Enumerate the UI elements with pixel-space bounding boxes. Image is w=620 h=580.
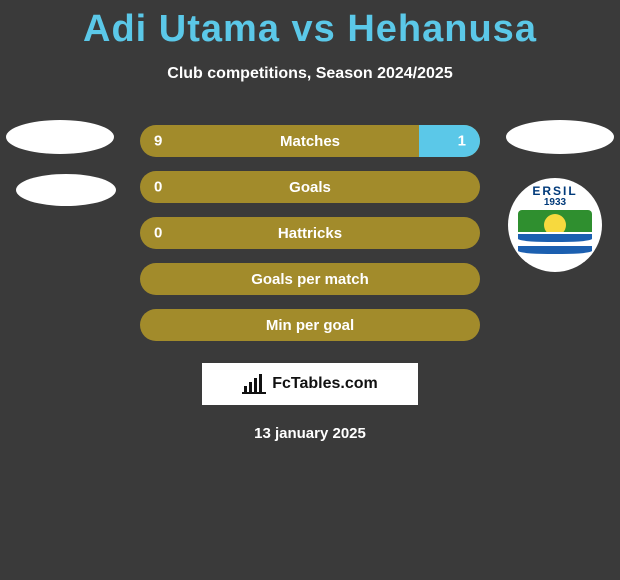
stat-value-left: 9 (154, 133, 162, 150)
stat-label: Goals per match (251, 271, 369, 288)
comparison-title: Adi Utama vs Hehanusa (0, 0, 620, 51)
stat-label: Matches (280, 133, 340, 150)
watermark-text: FcTables.com (272, 375, 378, 393)
stat-row: Min per goal (140, 309, 480, 341)
stat-row: Matches 9 1 (140, 125, 480, 157)
stats-list: Matches 9 1 Goals 0 Hattricks 0 Goals per match… (0, 125, 620, 341)
stat-value-right: 1 (458, 133, 466, 150)
snapshot-date: 13 january 2025 (0, 425, 620, 442)
stat-row: Goals 0 (140, 171, 480, 203)
stat-label: Hattricks (278, 225, 342, 242)
stat-label: Goals (289, 179, 331, 196)
stat-row: Goals per match (140, 263, 480, 295)
bar-chart-icon (242, 374, 266, 394)
stat-value-left: 0 (154, 179, 162, 196)
stat-value-left: 0 (154, 225, 162, 242)
stat-right-segment (419, 125, 480, 157)
stat-label: Min per goal (266, 317, 354, 334)
comparison-subtitle: Club competitions, Season 2024/2025 (0, 65, 620, 83)
stat-row: Hattricks 0 (140, 217, 480, 249)
watermark: FcTables.com (202, 363, 418, 405)
